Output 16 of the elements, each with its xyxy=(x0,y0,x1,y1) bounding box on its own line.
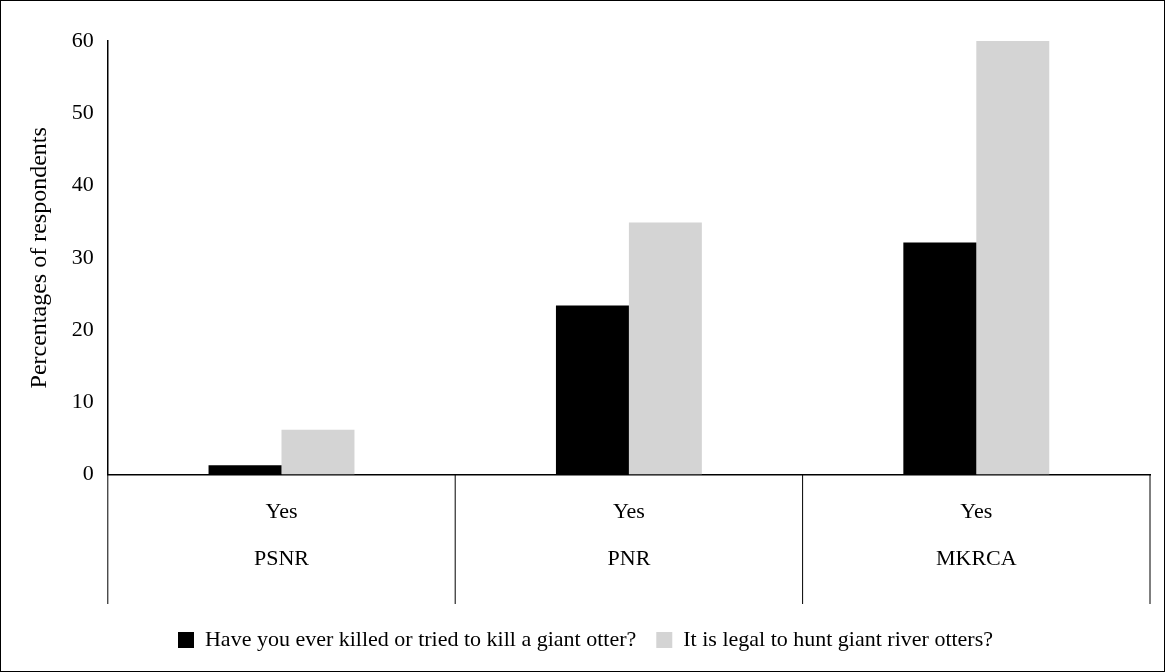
y-tick-label: 20 xyxy=(71,315,94,341)
y-tick-label: 60 xyxy=(71,26,94,52)
x-tick-label: Yes xyxy=(265,497,298,523)
legend-label: Have you ever killed or tried to kill a giant otter? xyxy=(204,625,637,651)
y-tick-label: 50 xyxy=(71,99,94,125)
y-tick-label: 30 xyxy=(71,243,94,269)
text: PSNR xyxy=(253,545,310,571)
y-tick-label: 40 xyxy=(71,171,94,197)
legend-label: It is legal to hunt giant river otters? xyxy=(683,625,994,651)
y-tick-label: 10 xyxy=(71,388,94,414)
y-axis-title: Percentages of respondents xyxy=(24,127,51,389)
x-tick-label: Yes xyxy=(960,497,993,523)
text: MKRCA xyxy=(935,545,1017,571)
y-tick-label: 0 xyxy=(82,460,94,486)
x-tick-label: Yes xyxy=(612,497,645,523)
text: PNR xyxy=(607,545,651,571)
